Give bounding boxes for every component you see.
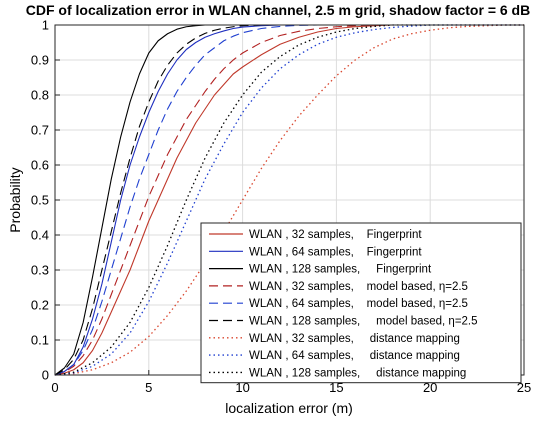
x-tick-label: 10 (235, 380, 249, 395)
y-tick-label: 0.2 (31, 298, 49, 313)
chart-title: CDF of localization error in WLAN channe… (26, 2, 530, 18)
legend-entry-label: WLAN , 32 samples, distance mapping (249, 333, 460, 345)
y-tick-label: 0.7 (31, 123, 49, 138)
y-tick-label: 0.6 (31, 158, 49, 173)
x-tick-label: 25 (517, 380, 531, 395)
series-line-7 (54, 24, 524, 376)
x-axis-label: localization error (m) (225, 400, 353, 416)
series-line-4 (54, 24, 524, 376)
legend-box (200, 222, 522, 384)
y-tick-label: 0.4 (31, 228, 49, 243)
y-tick-label: 0 (42, 368, 49, 383)
y-tick-label: 0.5 (31, 193, 49, 208)
y-tick-label: 0.8 (31, 88, 49, 103)
legend-entry-label: WLAN , 128 samples, model based, η=2.5 (249, 316, 478, 328)
axis-ticks: 0 5 10 15 20 25 0 0.1 0.2 0.3 0.4 0.5 0.6 0.7 0.8 0.9 1 (31, 18, 531, 396)
legend-entry-label: WLAN , 64 samples, Fingerprint (249, 246, 422, 258)
legend-entry-label: WLAN , 128 samples, distance mapping (249, 367, 466, 379)
legend: WLAN , 32 samples, Fingerprint WLAN , 64 … (200, 222, 522, 384)
x-tick-label: 20 (423, 380, 437, 395)
legend-entry-label: WLAN , 32 samples, Fingerprint (249, 229, 422, 241)
y-axis-label: Probability (7, 167, 23, 232)
y-tick-label: 0.9 (31, 53, 49, 68)
legend-entry-label: WLAN , 128 samples, Fingerprint (249, 264, 432, 276)
x-tick-label: 5 (145, 380, 152, 395)
legend-entry-label: WLAN , 64 samples, model based, η=2.5 (249, 298, 468, 310)
series-line-5 (54, 24, 524, 376)
y-tick-label: 1 (42, 18, 49, 33)
y-tick-label: 0.1 (31, 333, 49, 348)
y-tick-label: 0.3 (31, 263, 49, 278)
legend-entry-label: WLAN , 64 samples, distance mapping (249, 350, 460, 362)
legend-entry-label: WLAN , 32 samples, model based, η=2.5 (249, 281, 468, 293)
x-tick-label: 15 (329, 380, 343, 395)
x-tick-label: 0 (51, 380, 58, 395)
series-line-6 (54, 24, 524, 376)
